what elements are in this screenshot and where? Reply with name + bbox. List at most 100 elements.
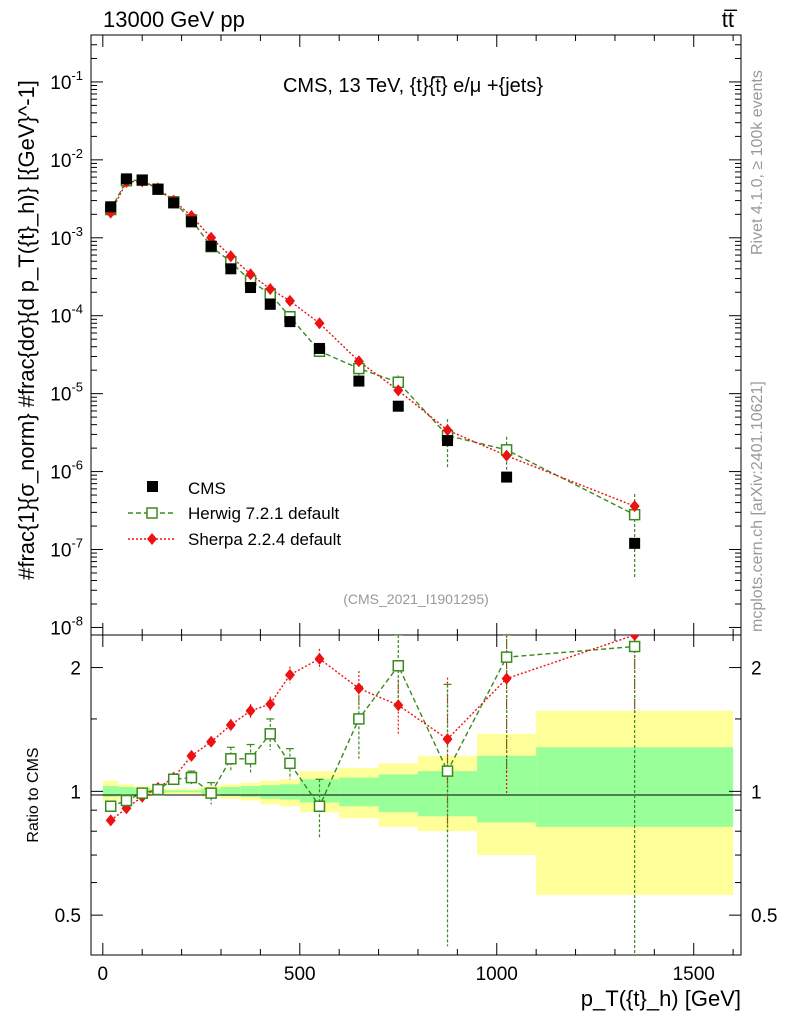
cms-point [225, 263, 237, 275]
ratio-y-tick-label-right: 2 [751, 659, 762, 680]
herwig-ratio-point [120, 794, 133, 807]
cms-point [442, 435, 454, 447]
herwig-ratio-point [104, 800, 117, 812]
herwig-ratio-point [152, 783, 164, 796]
cms-point [136, 174, 148, 186]
legend-label-cms: CMS [188, 479, 226, 498]
legend: CMS Herwig 7.2.1 default Sherpa 2.2.4 de… [128, 479, 341, 549]
sherpa-ratio-point [245, 704, 256, 717]
x-tick-label: 1500 [673, 964, 715, 985]
main-y-tick-exponent: -3 [71, 224, 83, 239]
main-x-axis [102, 35, 734, 635]
ratio-y-tick-label: 2 [70, 659, 81, 680]
inner-band-segment [280, 784, 300, 800]
herwig-ratio-point [441, 765, 454, 777]
herwig-ratio-point [264, 728, 276, 740]
cms-point [264, 298, 276, 310]
main-y-tick-exponent: -7 [71, 536, 83, 551]
cms-point [313, 342, 325, 354]
cms-point [168, 197, 180, 209]
inner-band-segment [102, 786, 119, 797]
sherpa-ratio-point [265, 698, 276, 711]
main-y-tick-exponent: -5 [71, 380, 83, 395]
sherpa-point [442, 424, 453, 437]
sherpa-point [245, 268, 256, 281]
herwig-ratio-point [205, 787, 217, 799]
legend-marker-cms [147, 481, 158, 492]
mcplots-watermark: mcplots.cern.ch [arXiv:2401.10621] [749, 381, 766, 632]
sherpa-line [110, 180, 635, 507]
main-series-layer [104, 173, 641, 578]
sherpa-ratio-point [353, 682, 364, 695]
ratio-y-tick-label: 0.5 [55, 906, 81, 927]
inner-band-segment [165, 790, 182, 793]
main-y-tick-exponent: -8 [71, 613, 83, 628]
collision-label: 13000 GeV pp [103, 7, 245, 32]
sherpa-point [314, 317, 325, 330]
herwig-ratio-point [313, 800, 326, 812]
sherpa-ratio-point [284, 668, 295, 681]
inner-band-segment [260, 785, 281, 799]
ratio-y-tick-label-right: 1 [751, 782, 762, 803]
sherpa-point [225, 250, 236, 263]
main-y-tick-exponent: -2 [71, 146, 83, 161]
herwig-ratio-point [392, 660, 405, 672]
sherpa-ratio-point [629, 635, 640, 641]
x-tick-label: 0 [98, 964, 109, 985]
main-y-tick-label: 10-1 [50, 68, 83, 94]
inner-band-segment [240, 786, 261, 797]
ratio-series-clipped [104, 635, 641, 955]
sherpa-point [393, 384, 404, 397]
herwig-ratio-point [500, 651, 513, 663]
main-y-tick-label: 10-2 [50, 146, 83, 172]
herwig-ratio-point [284, 757, 296, 770]
main-y-axis-label: #frac{1}{σ_norm} #frac{dσ}{d p_T({t}_h)}… [14, 80, 39, 580]
herwig-ratio-point [225, 753, 237, 765]
process-label: tt̅ [722, 7, 738, 32]
legend-marker-herwig [146, 507, 158, 519]
herwig-ratio-point [353, 713, 365, 725]
main-y-tick-exponent: -1 [71, 68, 83, 83]
ratio-y-axis-label: Ratio to CMS [25, 747, 42, 842]
main-y-tick-label: 10-3 [50, 224, 83, 250]
cms-point [185, 216, 197, 228]
inner-band-segment [221, 786, 241, 796]
cms-point [120, 173, 132, 185]
ratio-y-axis: 0.5 0.5 1 1 2 2 [55, 659, 778, 928]
sherpa-ratio-point [225, 718, 236, 731]
cms-point [501, 471, 513, 483]
inner-band-segment [339, 777, 379, 807]
herwig-ratio-point [244, 753, 257, 765]
sherpa-ratio-point [442, 733, 453, 746]
ratio-series-layer [104, 635, 641, 955]
sherpa-point [284, 294, 295, 307]
sherpa-ratio-point [501, 672, 512, 685]
main-plot-title: CMS, 13 TeV, {t}{t̅} e/μ +{jets} [283, 75, 543, 97]
ratio-x-axis: 0 500 1000 1500 [98, 635, 734, 985]
ratio-y-tick-label-right: 0.5 [751, 906, 777, 927]
ratio-uncertainty-bands [102, 710, 734, 895]
main-y-tick-label: 10-7 [50, 536, 83, 562]
cms-point [629, 537, 641, 549]
main-y-tick-label: 10-8 [50, 613, 83, 639]
legend-label-sherpa: Sherpa 2.2.4 default [188, 530, 341, 549]
cms-point [284, 316, 296, 328]
sherpa-ratio-line [110, 635, 635, 821]
inner-band-segment [378, 774, 418, 813]
sherpa-ratio-point [186, 749, 197, 762]
sherpa-point [501, 449, 512, 462]
cms-point [105, 201, 117, 213]
rivet-watermark: Rivet 4.1.0, ≥ 100k events [749, 70, 766, 255]
herwig-ratio-point [136, 787, 148, 799]
main-y-tick-label: 10-5 [50, 380, 83, 406]
cms-point [245, 282, 257, 294]
sherpa-point [265, 283, 276, 296]
legend-marker-sherpa [147, 533, 157, 545]
x-tick-label: 1000 [476, 964, 518, 985]
sherpa-ratio-point [314, 652, 325, 665]
herwig-ratio-point [185, 771, 198, 784]
x-axis-label: p_T({t}_h) [GeV] [581, 986, 741, 1011]
inner-band-segment [181, 790, 202, 793]
herwig-ratio-point [167, 773, 180, 786]
main-y-tick-label: 10-6 [50, 458, 83, 484]
